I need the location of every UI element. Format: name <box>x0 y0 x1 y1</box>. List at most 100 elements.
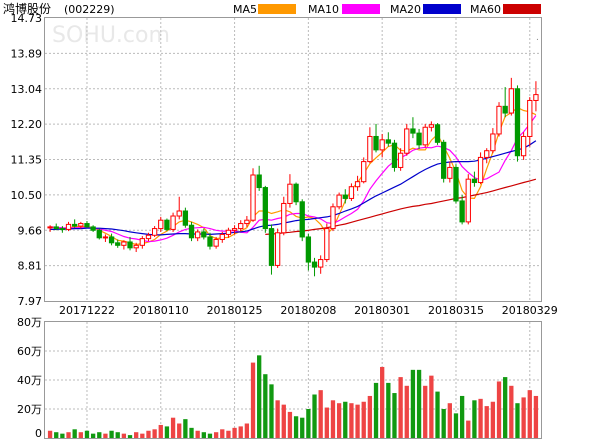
candle-body <box>102 236 109 239</box>
candle-body <box>361 161 367 183</box>
candle-body <box>250 174 256 221</box>
volume-bar <box>343 401 348 438</box>
volume-bar <box>84 430 90 438</box>
volume-bar <box>90 433 96 438</box>
volume-bar <box>195 430 200 438</box>
candle-body <box>502 105 508 114</box>
volume-bar <box>97 432 102 438</box>
volume-bar <box>441 409 446 438</box>
volume-bar <box>423 385 428 438</box>
date-tick-label: 20180125 <box>207 304 263 317</box>
price-y-tick-label: 10.50 <box>11 189 43 202</box>
candle-body <box>262 187 268 230</box>
volume-bar <box>503 377 508 438</box>
candle-body <box>219 233 225 240</box>
candle-body <box>318 259 324 268</box>
candle-body <box>96 229 102 239</box>
candle-body <box>201 231 207 238</box>
ma10-line <box>50 115 537 243</box>
volume-bar <box>361 401 366 438</box>
volume-bar <box>435 391 440 438</box>
candle-body <box>391 142 398 168</box>
price-y-tick-label: 11.35 <box>11 154 43 167</box>
date-tick-label: 20180208 <box>280 304 336 317</box>
volume-bar <box>490 401 496 438</box>
volume-y-tick-label: 40万 <box>17 374 42 387</box>
candle-body <box>244 219 250 225</box>
candle-body <box>225 229 232 235</box>
volume-bar <box>170 417 176 438</box>
legend-ma10-swatch <box>342 4 380 14</box>
volume-bar <box>47 430 53 438</box>
volume-bar <box>269 384 274 438</box>
candle-body <box>59 228 66 231</box>
volume-bar <box>527 390 532 438</box>
volume-bar <box>127 435 133 438</box>
volume-bar <box>459 395 465 438</box>
volume-bar <box>134 432 139 438</box>
candle-body <box>336 194 342 208</box>
moving-average-lines <box>50 106 537 246</box>
volume-bar <box>275 400 280 438</box>
candle-body <box>256 174 262 189</box>
legend-ma60-swatch <box>503 4 541 14</box>
volume-bar <box>146 430 151 438</box>
volume-bar <box>72 429 77 438</box>
volume-panel-frame <box>44 321 542 439</box>
price-y-tick-label: 7.97 <box>18 295 43 308</box>
legend-ma60-label: MA60 <box>470 3 501 16</box>
volume-y-axis: 80万 60万 40万 20万 0 <box>17 316 42 440</box>
volume-bar <box>533 395 539 438</box>
candle-body <box>47 226 53 229</box>
price-panel-frame <box>44 17 542 302</box>
legend-ma5-label: MA5 <box>233 3 257 16</box>
volume-bar <box>416 369 422 438</box>
candle-body <box>520 135 527 157</box>
candle-body <box>354 181 361 188</box>
volume-bar <box>336 403 342 438</box>
volume-bar <box>121 433 127 438</box>
candle-body <box>274 232 281 266</box>
candle-body <box>477 156 484 184</box>
candle-body <box>65 223 72 230</box>
candle-body <box>53 226 59 230</box>
volume-bar <box>183 419 188 438</box>
candle-body <box>324 228 330 261</box>
candle-body <box>527 99 533 137</box>
candle-body <box>434 124 441 143</box>
candle-body <box>311 261 318 268</box>
volume-bar <box>392 393 397 438</box>
volume-bar <box>60 433 65 438</box>
sohu-watermark: SOHU.com <box>52 23 170 48</box>
candle-body <box>145 234 152 240</box>
candle-body <box>404 128 410 154</box>
candle-body <box>428 124 435 128</box>
volume-bar <box>226 430 231 438</box>
legend: MA5 MA10 MA20 MA60 <box>233 3 541 16</box>
volume-bar <box>355 404 360 438</box>
candle-body <box>447 166 453 179</box>
volume-bars <box>47 355 539 438</box>
candle-body <box>367 135 373 163</box>
candle-body <box>170 215 176 230</box>
legend-ma5-swatch <box>258 4 296 14</box>
stock-name: 鸿博股份 <box>3 1 51 16</box>
volume-bar <box>140 433 145 438</box>
stock-code: (002229) <box>64 3 115 16</box>
volume-bar <box>177 423 182 438</box>
candle-body <box>305 236 312 263</box>
candle-body <box>397 152 404 168</box>
candle-body <box>139 238 145 246</box>
candle-body <box>78 223 84 227</box>
volume-bar <box>515 403 520 438</box>
volume-bar <box>404 385 409 438</box>
volume-bar <box>330 400 336 438</box>
price-y-tick-label: 13.89 <box>11 47 43 60</box>
candle-body <box>287 183 293 204</box>
volume-bar <box>189 427 194 438</box>
volume-bar <box>429 375 434 438</box>
candle-body <box>133 244 139 249</box>
legend-ma20-label: MA20 <box>390 3 421 16</box>
volume-bar <box>54 432 59 438</box>
